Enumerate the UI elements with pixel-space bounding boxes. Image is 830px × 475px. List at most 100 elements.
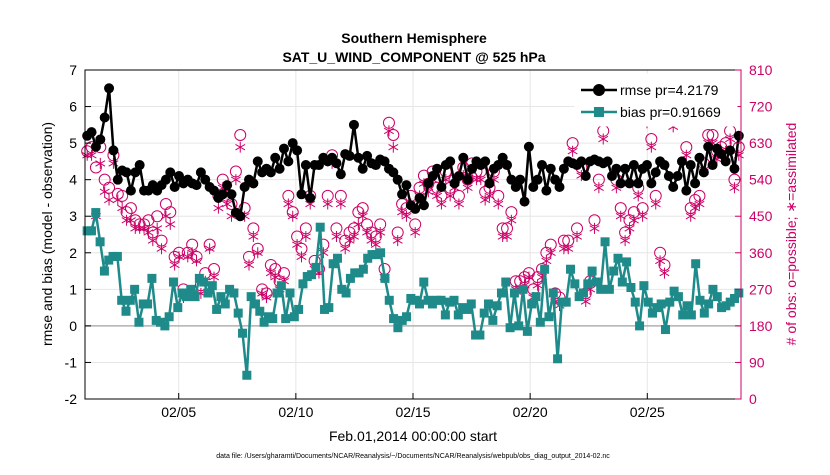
bias-point	[462, 304, 472, 314]
bias-point	[328, 259, 338, 269]
bias-point	[298, 279, 308, 289]
bias-point	[121, 306, 131, 316]
rmse-point	[703, 141, 714, 152]
bias-point	[617, 277, 627, 287]
rmse-point	[458, 152, 469, 163]
assimilated-obs-marker	[375, 226, 386, 238]
y-tick-label-left: 2	[69, 245, 77, 261]
assimilated-obs-marker	[169, 259, 180, 271]
bias-point	[95, 237, 105, 247]
rmse-point	[633, 178, 644, 189]
bias-point	[419, 277, 429, 287]
bias-point	[635, 321, 645, 331]
bias-point	[332, 253, 342, 263]
bias-point	[186, 284, 196, 294]
bias-point	[276, 281, 286, 291]
bias-point	[712, 292, 722, 302]
rmse-point	[532, 174, 543, 185]
rmse-point	[523, 141, 534, 152]
assimilated-obs-marker	[436, 198, 447, 210]
bias-point	[518, 284, 528, 294]
y-tick-label-right: 90	[749, 354, 765, 370]
bias-point	[168, 277, 178, 287]
assimilated-obs-marker	[134, 222, 145, 234]
x-tick-label: 02/25	[630, 404, 665, 420]
rmse-point	[252, 156, 263, 167]
rmse-point	[296, 189, 307, 200]
rmse-point	[554, 181, 565, 192]
rmse-point	[331, 158, 342, 169]
rmse-point	[344, 150, 355, 161]
bias-point	[488, 315, 498, 325]
bias-point	[639, 281, 649, 291]
assimilated-obs-marker	[296, 251, 307, 263]
legend-bias-marker	[594, 107, 604, 117]
bias-point	[453, 310, 463, 320]
assimilated-obs-marker	[261, 291, 272, 303]
assimilated-obs-marker	[598, 133, 609, 145]
rmse-point	[278, 143, 289, 154]
bias-point	[160, 321, 170, 331]
assimilated-obs-marker	[392, 235, 403, 247]
bias-point	[259, 317, 269, 327]
bias-point	[587, 266, 597, 276]
rmse-point	[453, 171, 464, 182]
assimilated-obs-marker	[204, 243, 215, 255]
rmse-point	[685, 160, 696, 171]
bias-point	[246, 292, 256, 302]
x-tick-label: 02/05	[161, 404, 196, 420]
assimilated-obs-marker	[270, 271, 281, 283]
assimilated-obs-marker	[633, 190, 644, 202]
bias-point	[648, 308, 658, 318]
assimilated-obs-marker	[99, 186, 110, 198]
assimilated-obs-marker	[121, 214, 132, 226]
bias-point	[164, 312, 174, 322]
assimilated-obs-marker	[147, 235, 158, 247]
bias-point	[238, 328, 248, 338]
rmse-point	[611, 163, 622, 174]
bias-point	[660, 325, 670, 335]
chart-subtitle: SAT_U_WIND_COMPONENT @ 525 hPa	[282, 49, 545, 65]
possible-obs-marker	[151, 210, 164, 223]
rmse-point	[300, 160, 311, 171]
assimilated-obs-marker	[344, 235, 355, 247]
axes: -2 -1 0 1 2 3 4 5 6 7 02/05 02/10 02/15 02/20 02/25 0 90…	[65, 62, 773, 420]
assimilated-obs-marker	[497, 231, 508, 243]
rmse-point	[510, 181, 521, 192]
assimilated-obs-marker	[655, 255, 666, 267]
bias-point	[643, 297, 653, 307]
bias-point	[268, 314, 278, 324]
assimilated-obs-marker	[729, 182, 740, 194]
rmse-point	[99, 112, 110, 123]
bias-point	[220, 299, 230, 309]
assimilated-obs-marker	[152, 222, 163, 234]
assimilated-obs-marker	[160, 210, 171, 222]
rmse-point	[191, 180, 202, 191]
x-tick-label: 02/20	[513, 404, 548, 420]
x-axis-label: Feb.01,2014 00:00:00 start	[329, 428, 497, 444]
bias-point	[229, 288, 239, 298]
rmse-point	[239, 181, 250, 192]
bias-point	[199, 277, 209, 287]
bias-point	[566, 264, 576, 274]
assimilated-obs-marker	[685, 210, 696, 222]
possible-obs-marker	[387, 128, 400, 141]
rmse-point	[659, 160, 670, 171]
assimilated-obs-marker	[370, 239, 381, 251]
bias-point	[125, 295, 135, 305]
rmse-point	[716, 149, 727, 160]
assimilated-obs-marker	[725, 133, 736, 145]
assimilated-obs-marker	[248, 231, 259, 243]
assimilated-obs-marker	[287, 210, 298, 222]
bias-point	[548, 288, 558, 298]
rmse-point	[668, 181, 679, 192]
assimilated-obs-marker	[432, 190, 443, 202]
possible-obs-marker	[234, 128, 247, 141]
possible-obs-marker	[124, 202, 137, 215]
assimilated-obs-marker	[383, 125, 394, 137]
rmse-point	[112, 174, 123, 185]
assimilated-obs-marker	[82, 149, 93, 161]
assimilated-obs-marker	[620, 235, 631, 247]
y-tick-label-left: 7	[69, 62, 77, 78]
